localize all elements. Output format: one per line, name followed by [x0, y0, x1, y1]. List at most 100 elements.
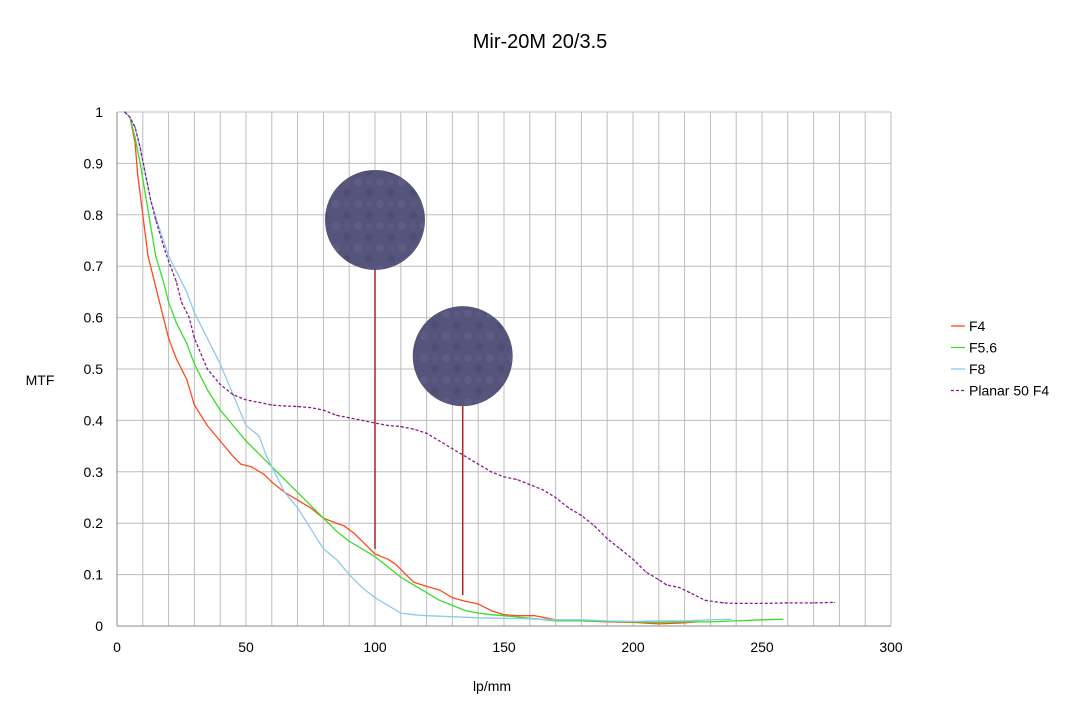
data-point: [374, 597, 376, 599]
data-point: [529, 618, 531, 620]
x-tick-label: 50: [238, 639, 254, 655]
data-point: [451, 604, 453, 607]
data-point: [155, 219, 157, 221]
data-point: [555, 620, 557, 622]
data-point: [232, 424, 234, 427]
chart-title: Mir-20M 20/3.5: [473, 31, 608, 53]
data-point: [322, 548, 324, 550]
data-point: [658, 620, 660, 622]
data-point: [168, 301, 170, 303]
data-point: [400, 425, 402, 428]
data-point: [139, 147, 141, 149]
data-point: [567, 507, 570, 509]
sample-disc-annotation: [412, 306, 513, 596]
data-point: [761, 619, 763, 621]
y-tick-label: 0: [95, 618, 103, 634]
data-point: [232, 394, 234, 396]
legend-label: F8: [969, 361, 986, 377]
data-point: [162, 281, 165, 283]
data-point: [219, 363, 221, 365]
data-point: [833, 601, 835, 603]
data-point: [284, 491, 286, 493]
data-point: [451, 616, 453, 618]
data-point: [180, 301, 183, 303]
data-point: [168, 255, 170, 257]
data-point: [271, 481, 273, 483]
data-point: [348, 574, 350, 576]
data-point: [155, 286, 157, 288]
data-point: [134, 126, 136, 129]
data-point: [619, 548, 621, 550]
data-point: [266, 455, 268, 457]
data-point: [193, 363, 195, 365]
data-point: [129, 116, 131, 118]
data-point: [503, 614, 505, 616]
data-point: [516, 615, 518, 617]
y-tick-label: 1: [95, 104, 103, 120]
x-tick-label: 100: [363, 639, 387, 655]
data-point: [353, 532, 355, 535]
data-point: [490, 471, 492, 473]
data-point: [555, 496, 557, 499]
sample-disc-annotation: [325, 169, 425, 549]
data-point: [240, 463, 242, 465]
x-tick-label: 300: [879, 639, 903, 655]
data-point: [297, 499, 299, 501]
y-tick-label: 0.9: [84, 155, 104, 171]
data-point: [186, 378, 188, 380]
data-point: [555, 619, 557, 621]
data-point: [632, 558, 634, 560]
data-point: [374, 553, 376, 555]
x-tick-label: 200: [621, 639, 645, 655]
data-point: [438, 599, 441, 601]
data-point: [684, 622, 686, 624]
y-tick-label: 0.5: [84, 361, 104, 377]
data-point: [206, 337, 208, 339]
data-point: [142, 214, 144, 216]
data-point: [139, 162, 141, 164]
data-point: [297, 491, 299, 493]
legend-label: F4: [969, 318, 986, 334]
data-point: [689, 591, 691, 594]
data-point: [658, 579, 660, 581]
data-point: [149, 198, 152, 200]
data-point: [124, 111, 126, 113]
data-point: [477, 612, 479, 614]
data-point: [529, 484, 531, 486]
data-point: [730, 618, 732, 620]
data-point: [413, 428, 415, 430]
data-point: [413, 614, 415, 616]
x-axis-ticks: 0 50 100 150 200 250 300: [113, 639, 903, 655]
data-point: [413, 584, 415, 586]
data-point: [193, 337, 195, 339]
series-line: [124, 111, 835, 605]
data-point: [335, 522, 337, 524]
data-point: [162, 317, 165, 319]
data-point: [451, 448, 453, 450]
data-point: [175, 358, 177, 360]
data-point: [400, 612, 402, 614]
data-point: [149, 224, 152, 226]
data-point: [426, 615, 428, 617]
data-point: [245, 399, 247, 401]
data-point: [405, 574, 407, 576]
data-point: [134, 137, 136, 139]
data-point: [162, 245, 165, 247]
data-point: [144, 193, 146, 195]
y-axis-label: MTF: [26, 372, 55, 388]
series-f5-6: [124, 111, 784, 624]
data-point: [580, 620, 583, 622]
data-point: [144, 173, 146, 175]
data-point: [168, 260, 170, 262]
data-point: [343, 525, 345, 527]
data-point: [438, 440, 441, 442]
data-point: [426, 591, 428, 594]
series-f8: [124, 111, 732, 623]
data-point: [490, 614, 492, 616]
data-point: [250, 466, 252, 468]
data-point: [168, 337, 170, 339]
data-point: [186, 291, 188, 293]
data-point: [309, 406, 312, 409]
data-point: [361, 586, 363, 589]
